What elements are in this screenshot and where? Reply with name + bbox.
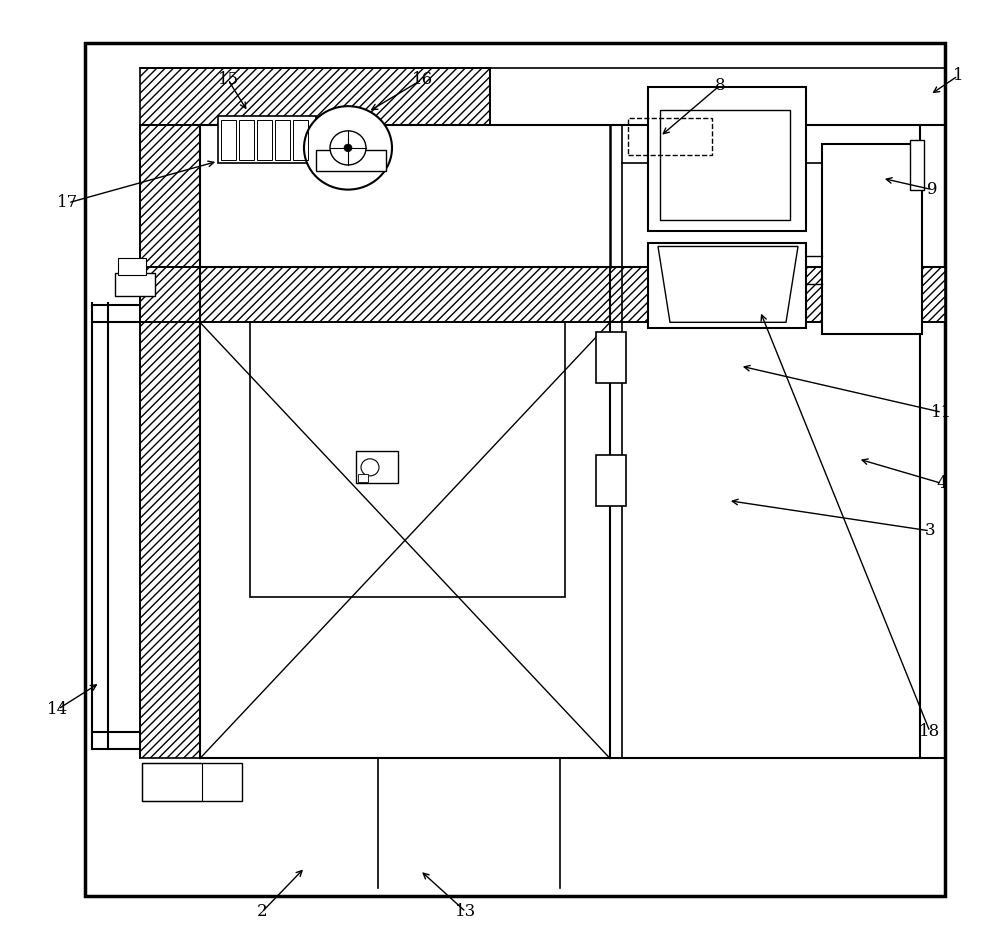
Text: 11: 11 [931,404,953,421]
Bar [648,87,806,231]
Bar [250,322,565,597]
Bar [142,763,202,801]
Bar [140,267,945,322]
Circle shape [330,131,366,165]
Text: 16: 16 [411,71,433,88]
Circle shape [304,106,392,190]
Text: 18: 18 [919,723,941,740]
Bar [257,120,272,160]
Bar [239,120,254,160]
Text: 3: 3 [925,522,935,539]
Bar [910,140,924,190]
Bar [660,110,790,220]
Text: 9: 9 [927,181,937,198]
Bar [293,120,308,160]
Text: 13: 13 [455,903,477,921]
Text: 4: 4 [937,475,947,492]
Bar [316,150,386,171]
Text: 1: 1 [953,67,963,84]
Bar [822,144,922,334]
Text: 15: 15 [217,71,239,88]
Text: 14: 14 [47,701,69,718]
Bar [221,120,236,160]
Bar [628,118,712,155]
Bar [115,273,155,296]
Text: 17: 17 [57,194,79,211]
Circle shape [361,459,379,476]
Bar [140,125,200,758]
Bar [358,474,368,482]
Bar [596,332,626,383]
Bar [648,243,806,328]
Circle shape [344,144,352,152]
Bar [142,763,242,801]
Text: 2: 2 [257,903,267,921]
Bar [596,455,626,506]
Text: 8: 8 [715,77,725,94]
Bar [218,116,316,163]
Bar [356,451,398,483]
Bar [85,43,945,896]
Bar [275,120,290,160]
Bar [118,258,146,275]
Bar [140,68,490,125]
